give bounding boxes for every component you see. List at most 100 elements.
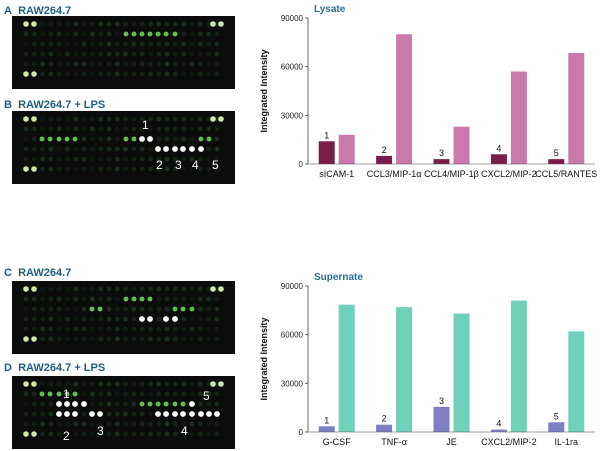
array-spot (123, 126, 128, 132)
array-spot (23, 411, 29, 417)
array-spot (90, 146, 95, 152)
array-spot (189, 391, 195, 397)
array-spot (56, 51, 62, 57)
array-spot (164, 136, 170, 142)
array-spot (206, 391, 212, 397)
x-category-label: TNF-α (381, 437, 407, 447)
array-spot (40, 41, 45, 47)
array-spot (139, 71, 145, 77)
array-spot (214, 51, 220, 57)
array-spot (139, 431, 145, 437)
array-b-number-5: 5 (212, 158, 219, 172)
array-spot (173, 391, 178, 397)
array-spot (156, 296, 162, 302)
bar-number-label: 1 (324, 415, 329, 425)
array-spot (98, 21, 104, 27)
array-spot (56, 326, 62, 332)
y-axis-label: Integrated Intensity (259, 49, 269, 132)
array-spot (40, 146, 45, 152)
array-spot (131, 431, 137, 437)
bright-spot (180, 146, 186, 152)
array-spot (114, 116, 120, 122)
array-spot (156, 306, 162, 312)
array-spot (189, 116, 195, 122)
array-spot (197, 21, 203, 27)
array-spot (148, 156, 153, 162)
array-spot (98, 146, 104, 152)
array-spot (181, 156, 187, 162)
array-spot (148, 326, 153, 332)
array-spot (214, 336, 220, 342)
x-category-label: CXCL2/MIP-2 (481, 169, 537, 179)
array-spot (56, 381, 62, 387)
bar-series2-3 (453, 313, 470, 432)
array-spot (148, 166, 153, 172)
array-spot (173, 296, 178, 302)
array-spot (81, 411, 87, 417)
array-spot (197, 431, 203, 437)
array-spot (123, 381, 128, 387)
array-spot (31, 296, 37, 302)
bar-series2-5 (568, 52, 585, 164)
array-spot (40, 316, 45, 322)
array-spot (48, 61, 54, 67)
array-spot (189, 71, 195, 77)
array-spot (156, 51, 162, 57)
array-spot (123, 51, 128, 57)
array-spot (181, 391, 187, 397)
array-spot (98, 136, 104, 142)
bright-spot (155, 411, 161, 417)
array-spot (73, 146, 79, 152)
bright-spot (89, 411, 95, 417)
array-spot (214, 136, 220, 142)
array-spot (98, 61, 104, 67)
array-spot (90, 316, 95, 322)
array-spot (180, 306, 186, 312)
x-category-label: CXCL2/MIP-2 (481, 437, 537, 447)
array-spot (214, 116, 220, 122)
array-spot (98, 41, 104, 47)
array-spot (81, 156, 87, 162)
array-spot (189, 61, 195, 67)
bright-spot (172, 316, 178, 322)
array-spot (163, 31, 169, 37)
array-spot (31, 401, 37, 407)
array-spot (31, 316, 37, 322)
array-spot (131, 41, 137, 47)
array-spot (197, 296, 203, 302)
array-spot (181, 116, 187, 122)
array-spot (114, 51, 120, 57)
array-spot (131, 326, 137, 332)
array-spot (48, 316, 54, 322)
array-spot (189, 136, 195, 142)
array-spot (31, 41, 37, 47)
array-spot (189, 286, 195, 292)
array-spot (123, 306, 128, 312)
array-spot (81, 146, 87, 152)
array-spot (64, 136, 70, 142)
array-spot (114, 41, 120, 47)
array-b-number-3: 3 (175, 158, 182, 172)
array-spot (81, 286, 87, 292)
array-spot (40, 116, 45, 122)
array-spot (189, 156, 195, 162)
array-spot (56, 41, 62, 47)
array-spot (214, 431, 220, 437)
bright-spot (56, 401, 62, 407)
array-spot (139, 116, 145, 122)
control-spot (23, 71, 29, 77)
array-spot (114, 401, 120, 407)
array-spot (198, 136, 204, 142)
array-spot (73, 306, 79, 312)
array-spot (123, 21, 128, 27)
array-spot (214, 61, 220, 67)
control-spot (31, 166, 37, 172)
array-spot (147, 31, 153, 37)
array-spot (131, 136, 137, 142)
array-spot (81, 166, 87, 172)
bar-number-label: 4 (496, 419, 501, 429)
array-spot (139, 31, 145, 37)
array-spot (131, 31, 137, 37)
array-spot (106, 431, 112, 437)
array-spot (181, 286, 187, 292)
